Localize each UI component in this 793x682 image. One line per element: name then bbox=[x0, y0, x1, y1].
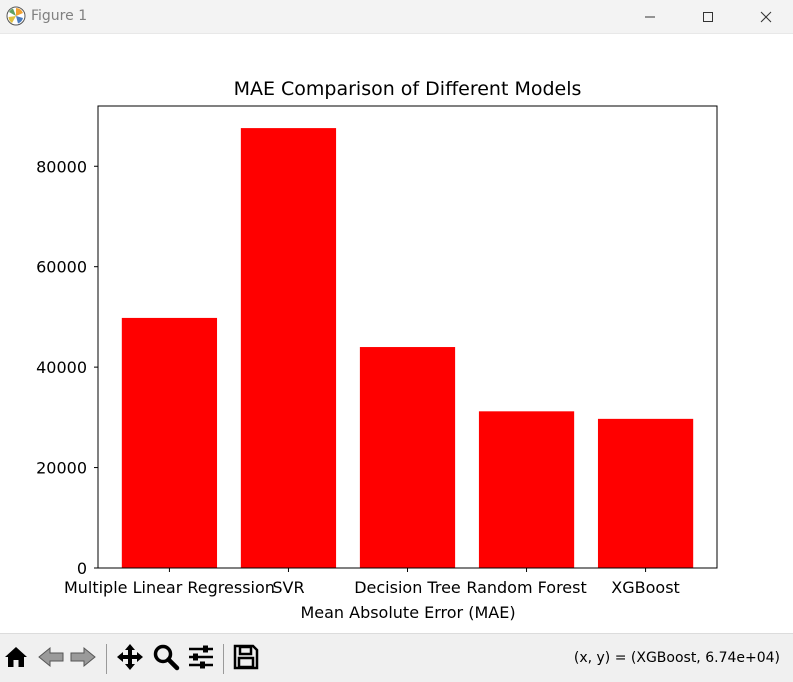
x-tick-label: SVR bbox=[272, 578, 304, 597]
window-titlebar: Figure 1 bbox=[0, 0, 793, 34]
bar bbox=[359, 347, 456, 568]
y-tick-label: 20000 bbox=[36, 459, 87, 478]
bar bbox=[478, 411, 575, 568]
forward-button[interactable] bbox=[68, 644, 98, 674]
home-icon bbox=[3, 644, 29, 674]
zoom-icon bbox=[152, 643, 180, 675]
x-tick-label: Random Forest bbox=[466, 578, 586, 597]
close-button[interactable] bbox=[737, 0, 793, 33]
minimize-button[interactable] bbox=[621, 0, 679, 33]
toolbar-separator bbox=[106, 644, 107, 674]
matplotlib-icon bbox=[6, 6, 26, 26]
back-button[interactable] bbox=[36, 644, 66, 674]
cursor-coordinates: (x, y) = (XGBoost, 6.74e+04) bbox=[573, 650, 780, 666]
x-tick-label: Decision Tree bbox=[354, 578, 461, 597]
home-button[interactable] bbox=[1, 644, 31, 674]
y-tick-label: 60000 bbox=[36, 258, 87, 277]
navigation-toolbar: (x, y) = (XGBoost, 6.74e+04) bbox=[0, 633, 793, 682]
save-button[interactable] bbox=[231, 644, 261, 674]
y-tick-label: 40000 bbox=[36, 358, 87, 377]
configure-subplots-button[interactable] bbox=[186, 644, 216, 674]
chart-title: MAE Comparison of Different Models bbox=[234, 78, 582, 100]
zoom-button[interactable] bbox=[151, 644, 181, 674]
y-tick-label: 80000 bbox=[36, 157, 87, 176]
maximize-button[interactable] bbox=[679, 0, 737, 33]
minimize-icon bbox=[644, 11, 656, 23]
pan-button[interactable] bbox=[115, 644, 145, 674]
bar bbox=[121, 317, 218, 568]
y-tick-label: 0 bbox=[77, 559, 87, 578]
configure-subplots-icon bbox=[187, 643, 215, 675]
toolbar-separator bbox=[223, 644, 224, 674]
save-icon bbox=[233, 644, 259, 674]
close-icon bbox=[760, 11, 772, 23]
pan-icon bbox=[116, 643, 144, 675]
window-title: Figure 1 bbox=[31, 8, 88, 24]
bar bbox=[597, 418, 694, 568]
plot-frame bbox=[97, 105, 718, 569]
back-arrow-icon bbox=[37, 644, 65, 674]
x-tick-label: Multiple Linear Regression bbox=[64, 578, 275, 597]
x-axis-label: Mean Absolute Error (MAE) bbox=[300, 603, 515, 622]
forward-arrow-icon bbox=[69, 644, 97, 674]
figure-canvas[interactable]: Multiple Linear Regression SVR Decision Tr… bbox=[0, 34, 793, 633]
bar bbox=[240, 128, 337, 569]
maximize-icon bbox=[702, 11, 714, 23]
x-tick-label: XGBoost bbox=[611, 578, 680, 597]
